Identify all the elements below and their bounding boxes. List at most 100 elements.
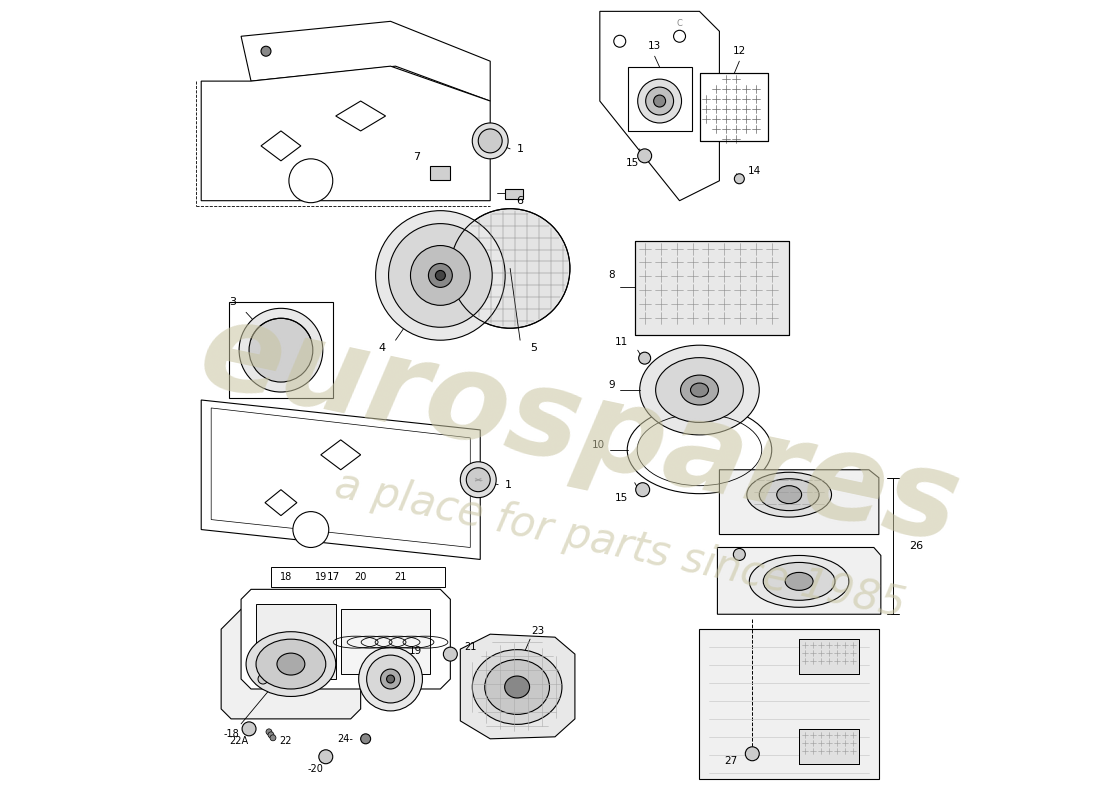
Circle shape [249,318,312,382]
Circle shape [266,729,272,735]
Text: 22A: 22A [230,736,249,746]
Ellipse shape [246,632,336,697]
Text: 4: 4 [378,343,386,353]
Polygon shape [336,101,386,131]
Circle shape [443,647,458,661]
Circle shape [361,734,371,744]
Text: 1: 1 [517,144,524,154]
Text: 23: 23 [531,626,544,636]
Text: 7: 7 [414,152,420,162]
Ellipse shape [277,653,305,675]
Text: 12: 12 [733,46,746,56]
Text: 8: 8 [608,270,615,281]
Ellipse shape [627,406,772,494]
Polygon shape [201,400,481,559]
Text: 11: 11 [615,338,628,347]
Circle shape [410,246,471,306]
Circle shape [436,270,446,281]
Polygon shape [261,131,301,161]
Bar [628,67,692,131]
Bar [701,73,768,141]
Circle shape [242,722,256,736]
Circle shape [653,95,666,107]
Text: 15: 15 [615,493,628,502]
Text: 20: 20 [354,572,366,582]
Text: 9: 9 [608,380,615,390]
Ellipse shape [472,650,562,724]
Circle shape [638,149,651,163]
Text: 5: 5 [530,343,537,353]
Ellipse shape [256,639,326,689]
Circle shape [239,308,322,392]
Text: 18: 18 [279,572,292,582]
Circle shape [735,174,745,184]
Polygon shape [600,11,719,201]
Ellipse shape [777,486,802,504]
Circle shape [460,462,496,498]
Circle shape [646,87,673,115]
Circle shape [258,674,268,684]
Text: 10: 10 [592,440,605,450]
Text: 19: 19 [315,572,327,582]
Polygon shape [241,590,450,689]
Ellipse shape [785,572,813,590]
Circle shape [428,263,452,287]
Text: 21: 21 [394,572,407,582]
Text: 15: 15 [626,158,639,168]
Bar [799,729,859,764]
Text: 22: 22 [279,736,293,746]
Circle shape [472,123,508,159]
Polygon shape [265,490,297,515]
Circle shape [638,79,682,123]
Circle shape [270,735,276,741]
Ellipse shape [505,676,529,698]
Text: a place for parts since 1985: a place for parts since 1985 [331,463,909,626]
Ellipse shape [640,345,759,435]
Polygon shape [719,470,879,534]
Circle shape [450,209,570,328]
Bar [505,189,524,198]
Circle shape [386,675,395,683]
Text: 26: 26 [909,542,923,551]
Ellipse shape [747,472,832,517]
Polygon shape [321,440,361,470]
Text: 24-: 24- [337,734,353,744]
Text: 17: 17 [327,572,340,582]
Circle shape [388,224,492,327]
Circle shape [639,352,650,364]
Text: 14: 14 [748,166,761,176]
Bar [229,302,333,398]
Circle shape [478,129,503,153]
Ellipse shape [681,375,718,405]
Ellipse shape [485,659,550,714]
Circle shape [366,655,415,703]
Ellipse shape [749,555,849,607]
Bar [341,610,430,674]
Text: 1: 1 [505,480,512,490]
Circle shape [268,732,274,738]
Text: 3: 3 [229,298,236,307]
Polygon shape [201,66,491,201]
Bar [635,241,789,335]
Bar [701,73,768,141]
Circle shape [381,669,400,689]
Text: -18: -18 [223,729,239,739]
Circle shape [734,549,746,561]
Circle shape [636,482,650,497]
Circle shape [466,468,491,492]
Text: 27: 27 [724,756,737,766]
Circle shape [319,750,333,764]
Ellipse shape [691,383,708,397]
Text: 21: 21 [464,642,476,652]
Bar [635,241,789,335]
Polygon shape [460,634,575,739]
Ellipse shape [656,358,744,422]
Text: -20: -20 [308,764,323,774]
Ellipse shape [763,562,835,600]
Circle shape [261,46,271,56]
Circle shape [746,746,759,761]
Bar [799,639,859,674]
Text: 6: 6 [517,196,524,206]
Bar [256,604,336,679]
Circle shape [293,512,329,547]
